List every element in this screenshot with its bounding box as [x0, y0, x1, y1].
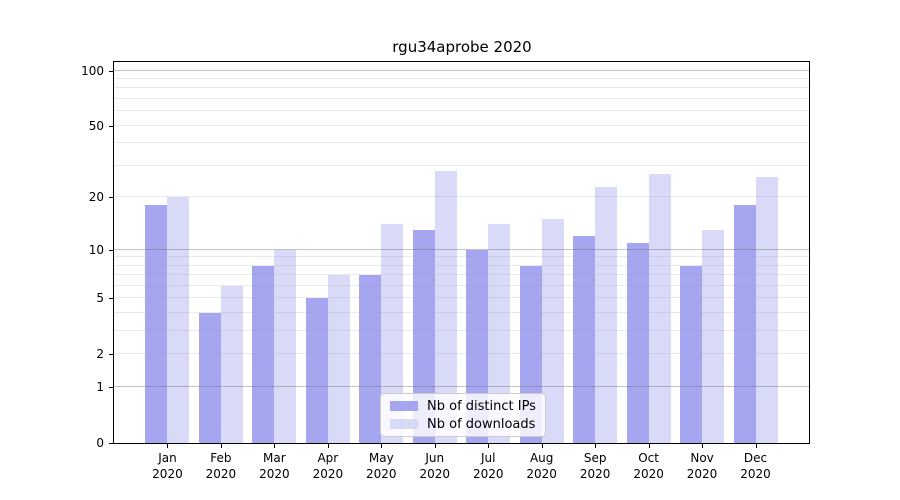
x-tick-mark-jan	[167, 444, 169, 448]
bar-nb-of-distinct-ips-jan	[145, 205, 168, 443]
bar-nb-of-distinct-ips-feb	[198, 313, 221, 443]
gridline-minor-4	[114, 312, 809, 314]
gridline-minor-2	[114, 353, 809, 355]
gridline-major-100	[114, 69, 809, 71]
gridline-minor-30	[114, 164, 809, 166]
bar-nb-of-downloads-sep	[595, 186, 618, 443]
y-tick-label-50: 50	[88, 118, 104, 133]
x-tick-mark-nov	[702, 444, 704, 448]
legend: Nb of distinct IPs Nb of downloads	[380, 393, 546, 437]
x-tick-label-sep: Sep 2020	[579, 451, 611, 481]
bar-nb-of-downloads-may	[381, 224, 404, 443]
y-tick-label-10: 10	[88, 242, 104, 257]
gridline-minor-90	[114, 78, 809, 80]
x-tick-mark-sep	[595, 444, 597, 448]
y-tick-mark-100	[109, 70, 113, 72]
x-tick-label-aug: Aug 2020	[526, 451, 557, 481]
x-tick-mark-apr	[327, 444, 329, 448]
bar-nb-of-distinct-ips-apr	[305, 298, 328, 443]
y-tick-label-0: 0	[96, 436, 104, 450]
y-tick-mark-10	[109, 249, 113, 251]
x-tick-mark-oct	[648, 444, 650, 448]
gridline-major-1	[114, 386, 809, 388]
gridline-minor-40	[114, 142, 809, 144]
chart-title: rgu34aprobe 2020	[392, 38, 532, 56]
x-tick-label-nov: Nov 2020	[686, 451, 718, 481]
x-tick-mark-mar	[274, 444, 276, 448]
gridline-minor-9	[114, 256, 809, 258]
y-tick-label-2: 2	[96, 347, 104, 362]
bar-nb-of-downloads-jan	[167, 197, 190, 443]
x-tick-label-oct: Oct 2020	[633, 451, 664, 481]
y-tick-mark-5	[109, 298, 113, 300]
bar-nb-of-distinct-ips-nov	[680, 265, 703, 443]
bar-nb-of-downloads-jul	[488, 224, 511, 443]
y-tick-label-20: 20	[88, 190, 104, 205]
bar-nb-of-distinct-ips-dec	[733, 205, 756, 443]
y-tick-mark-1	[109, 387, 113, 389]
x-tick-mark-dec	[755, 444, 757, 448]
y-tick-mark-0	[109, 443, 113, 444]
y-tick-label-100: 100	[81, 63, 104, 78]
bar-nb-of-distinct-ips-mar	[252, 265, 275, 443]
gridline-minor-3	[114, 330, 809, 332]
gridline-minor-70	[114, 98, 809, 100]
x-tick-label-feb: Feb 2020	[205, 451, 237, 481]
legend-item-distinct-ips: Nb of distinct IPs	[390, 399, 536, 414]
gridline-minor-80	[114, 87, 809, 89]
legend-swatch-distinct-ips	[390, 401, 418, 411]
bar-nb-of-distinct-ips-sep	[573, 236, 596, 443]
x-tick-label-dec: Dec 2020	[740, 451, 771, 481]
x-tick-label-mar: Mar 2020	[259, 451, 290, 481]
y-tick-mark-50	[109, 125, 113, 127]
x-tick-label-may: May 2020	[366, 451, 397, 481]
bar-nb-of-distinct-ips-jun	[412, 230, 435, 443]
y-tick-mark-20	[109, 197, 113, 199]
x-tick-mark-may	[381, 444, 383, 448]
gridline-major-10	[114, 248, 809, 250]
bar-nb-of-downloads-nov	[702, 230, 725, 443]
legend-item-downloads: Nb of downloads	[390, 417, 536, 432]
gridline-minor-5	[114, 297, 809, 299]
gridline-minor-20	[114, 196, 809, 198]
x-tick-label-jun: Jun 2020	[419, 451, 451, 481]
x-tick-label-jul: Jul 2020	[472, 451, 504, 481]
legend-label: Nb of distinct IPs	[427, 398, 536, 414]
bar-nb-of-downloads-aug	[541, 219, 564, 443]
y-tick-label-1: 1	[96, 380, 104, 395]
gridline-minor-60	[114, 110, 809, 112]
bar-nb-of-downloads-feb	[220, 285, 243, 443]
x-tick-label-apr: Apr 2020	[312, 451, 344, 481]
bar-nb-of-downloads-jun	[434, 171, 457, 443]
bar-nb-of-downloads-apr	[327, 275, 350, 443]
bar-nb-of-downloads-oct	[648, 174, 671, 443]
plot-area	[113, 61, 810, 444]
grid-layer	[114, 62, 809, 443]
bar-nb-of-downloads-dec	[755, 177, 778, 443]
x-tick-mark-jun	[434, 444, 436, 448]
x-tick-mark-jul	[488, 444, 490, 448]
bar-nb-of-distinct-ips-may	[359, 275, 382, 443]
gridline-minor-50	[114, 124, 809, 126]
legend-swatch-downloads	[390, 419, 418, 429]
y-tick-label-5: 5	[96, 291, 104, 306]
gridline-minor-8	[114, 264, 809, 266]
x-tick-mark-feb	[220, 444, 222, 448]
legend-label: Nb of downloads	[427, 416, 536, 432]
x-tick-label-jan: Jan 2020	[152, 451, 183, 481]
x-tick-mark-aug	[541, 444, 543, 448]
gridline-minor-7	[114, 274, 809, 276]
bar-nb-of-distinct-ips-oct	[626, 242, 649, 443]
y-tick-mark-2	[109, 354, 113, 356]
gridline-minor-6	[114, 284, 809, 286]
bar-nb-of-downloads-mar	[274, 249, 297, 443]
